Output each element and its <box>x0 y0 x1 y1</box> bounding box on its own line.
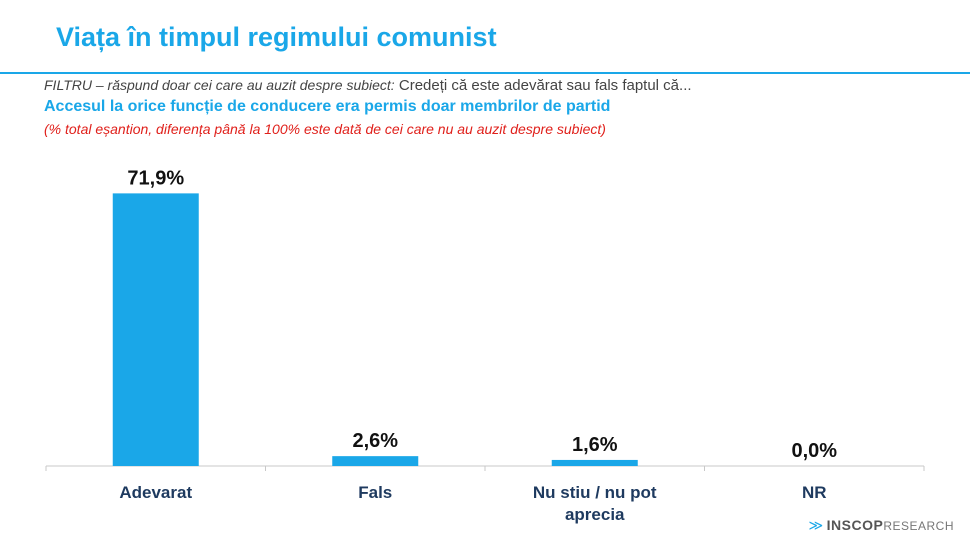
inscop-logo: ≫ INSCOPRESEARCH <box>808 517 954 534</box>
bar-value-label: 1,6% <box>572 434 618 456</box>
logo-brand: INSCOP <box>826 517 884 533</box>
bar-value-label: 0,0% <box>791 440 837 462</box>
logo-mark-icon: ≫ <box>808 517 824 533</box>
bar-value-label: 71,9% <box>127 167 184 189</box>
title-divider <box>0 72 970 74</box>
x-tick-label: Adevarat <box>119 483 192 502</box>
x-tick-label: aprecia <box>565 505 625 524</box>
bar-1 <box>332 456 419 466</box>
x-tick-label: NR <box>802 483 827 502</box>
sample-note: (% total eșantion, diferența până la 100… <box>44 121 606 137</box>
bar-2 <box>551 459 638 466</box>
x-tick-label: Nu stiu / nu pot <box>533 483 657 502</box>
logo-sub: RESEARCH <box>883 519 954 533</box>
x-tick-label: Fals <box>358 483 392 502</box>
bar-0 <box>112 193 199 467</box>
filter-label: FILTRU – răspund doar cei care au auzit … <box>44 77 395 93</box>
filter-question: Credeți că este adevărat sau fals faptul… <box>394 77 692 94</box>
filter-line: FILTRU – răspund doar cei care au auzit … <box>44 77 692 94</box>
question-text: Accesul la orice funcție de conducere er… <box>44 98 611 115</box>
page-title: Viața în timpul regimului comunist <box>56 22 497 52</box>
bar-value-label: 2,6% <box>352 430 398 452</box>
